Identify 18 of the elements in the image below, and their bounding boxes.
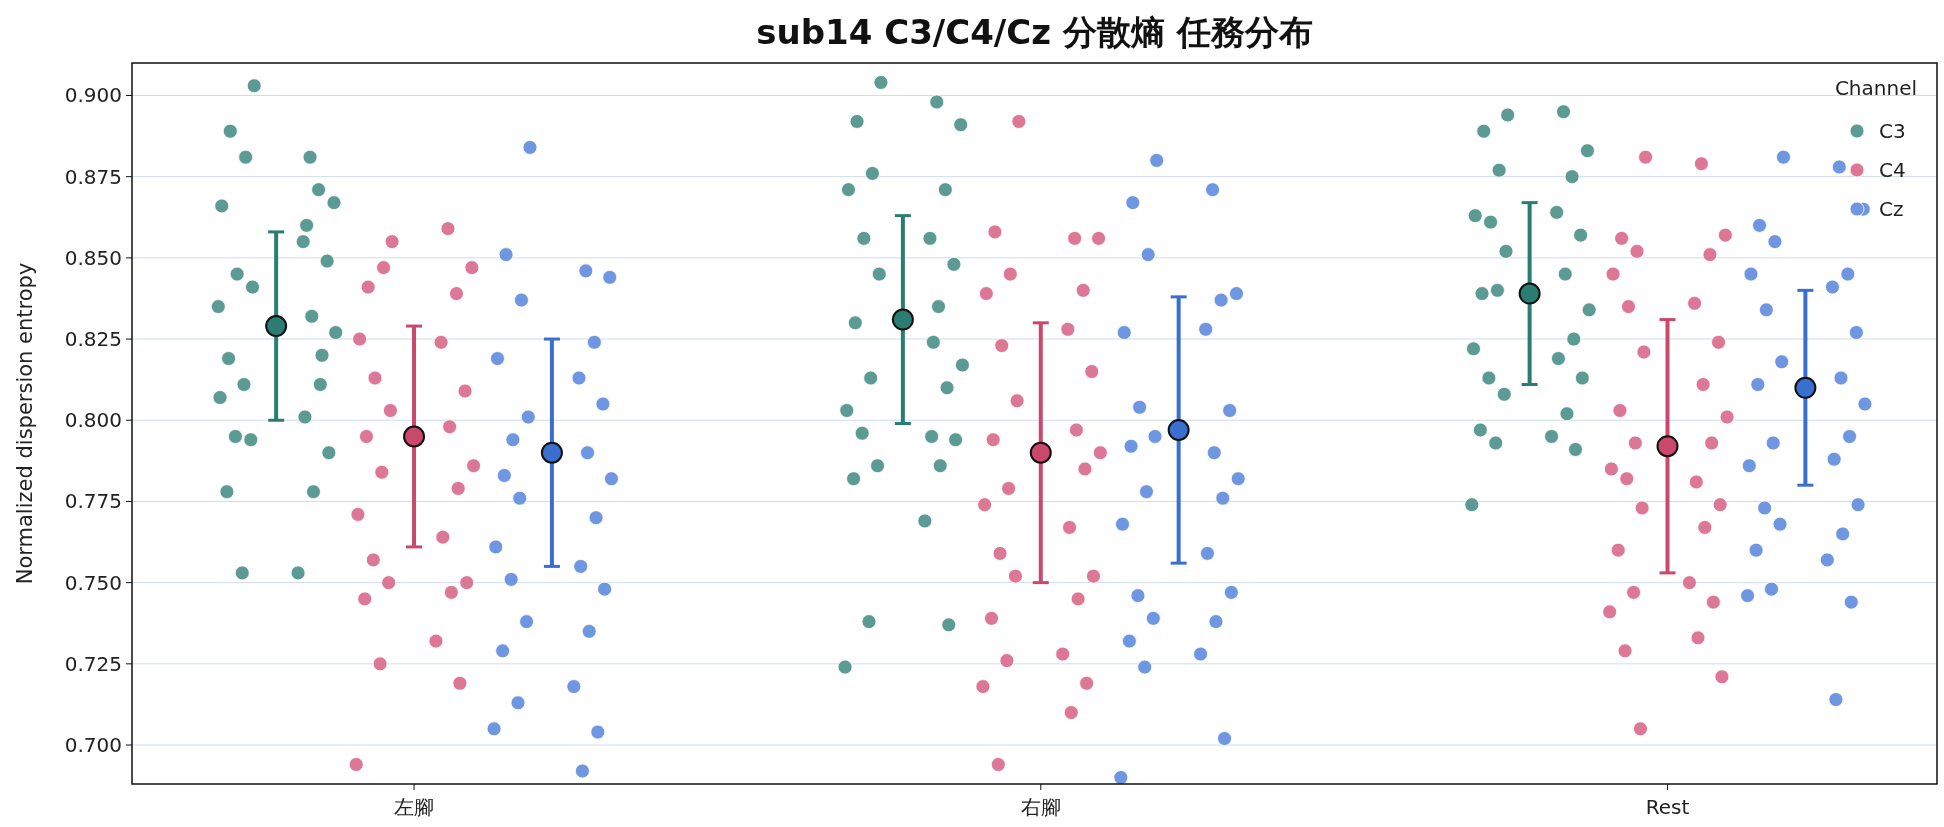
legend-label: C4 [1879,158,1906,182]
y-tick-label: 0.825 [64,327,122,352]
y-tick-label: 0.850 [64,245,122,270]
y-tick-label: 0.775 [64,489,122,514]
x-tick-label: Rest [1645,795,1690,819]
y-tick-label: 0.875 [64,164,122,189]
x-tick-label: 右腳 [1020,795,1061,819]
legend-label: Cz [1879,197,1904,221]
legend-title: Channel [1834,76,1917,100]
x-tick-label: 左腳 [394,795,435,819]
y-tick-label: 0.700 [64,733,122,758]
y-axis-title: Normalized dispersion entropy [13,262,37,585]
y-tick-label: 0.750 [64,570,122,595]
chart-title: sub14 C3/C4/Cz 分散熵 任務分布 [756,12,1313,52]
legend-label: C3 [1879,119,1906,143]
y-tick-label: 0.800 [64,408,122,433]
y-tick-label: 0.725 [64,651,122,676]
y-tick-label: 0.900 [64,83,122,108]
